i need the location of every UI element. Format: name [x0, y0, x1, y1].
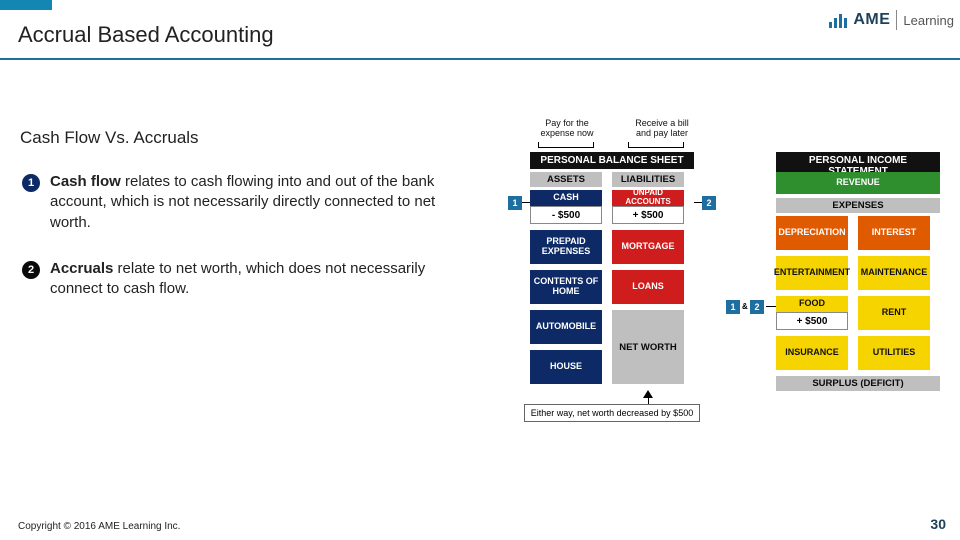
block-cash: CASH [530, 190, 602, 206]
bracket-right [628, 142, 684, 148]
arrow-up-icon [643, 390, 653, 398]
brand-logo: AME Learning [829, 10, 954, 30]
block-asset: CONTENTS OF HOME [530, 270, 602, 304]
value-cash: - $500 [530, 206, 602, 224]
amp: & [742, 302, 748, 311]
page-title: Accrual Based Accounting [18, 22, 274, 48]
block-expense: UTILITIES [858, 336, 930, 370]
expenses-header: EXPENSES [776, 198, 940, 213]
bracket-left [538, 142, 594, 148]
note-bottom: Either way, net worth decreased by $500 [524, 404, 700, 422]
logo-bars-icon [829, 12, 847, 28]
tag-2b: 2 [750, 300, 764, 314]
block-asset: PREPAID EXPENSES [530, 230, 602, 264]
balance-sheet-title: PERSONAL BALANCE SHEET [530, 152, 694, 169]
block-revenue: REVENUE [776, 172, 940, 194]
value-food: + $500 [776, 312, 848, 330]
block-expense: INTEREST [858, 216, 930, 250]
block-liab: MORTGAGE [612, 230, 684, 264]
block-liab: LOANS [612, 270, 684, 304]
bullet-1-icon: 1 [22, 174, 40, 192]
note-pay-now: Pay for the expense now [532, 118, 602, 138]
page-number: 30 [930, 516, 946, 532]
liabilities-header: LIABILITIES [612, 172, 684, 187]
tag-2: 2 [702, 196, 716, 210]
divider [0, 58, 960, 60]
list-item: 1 Cash flow relates to cash flowing into… [22, 172, 480, 233]
subtitle: Cash Flow Vs. Accruals [20, 128, 199, 148]
block-surplus: SURPLUS (DEFICIT) [776, 376, 940, 391]
logo-text: AME [853, 11, 890, 29]
block-expense: MAINTENANCE [858, 256, 930, 290]
tag-1: 1 [508, 196, 522, 210]
value-unpaid: + $500 [612, 206, 684, 224]
block-asset: HOUSE [530, 350, 602, 384]
block-asset: AUTOMOBILE [530, 310, 602, 344]
block-expense: FOOD [776, 296, 848, 312]
accent-bar [0, 0, 52, 10]
tag-1b: 1 [726, 300, 740, 314]
copyright: Copyright © 2016 AME Learning Inc. [18, 521, 180, 532]
bullet-list: 1 Cash flow relates to cash flowing into… [22, 172, 480, 325]
bullet-2-icon: 2 [22, 261, 40, 279]
block-expense: DEPRECIATION [776, 216, 848, 250]
block-networth: NET WORTH [612, 310, 684, 384]
assets-header: ASSETS [530, 172, 602, 187]
block-unpaid: UNPAID ACCOUNTS [612, 190, 684, 206]
note-pay-later: Receive a bill and pay later [622, 118, 702, 138]
diagram: Pay for the expense now Receive a bill an… [498, 118, 954, 498]
logo-subtext: Learning [903, 13, 954, 28]
block-expense: RENT [858, 296, 930, 330]
block-expense: INSURANCE [776, 336, 848, 370]
block-expense: ENTERTAINMENT [776, 256, 848, 290]
list-item: 2 Accruals relate to net worth, which do… [22, 259, 480, 300]
